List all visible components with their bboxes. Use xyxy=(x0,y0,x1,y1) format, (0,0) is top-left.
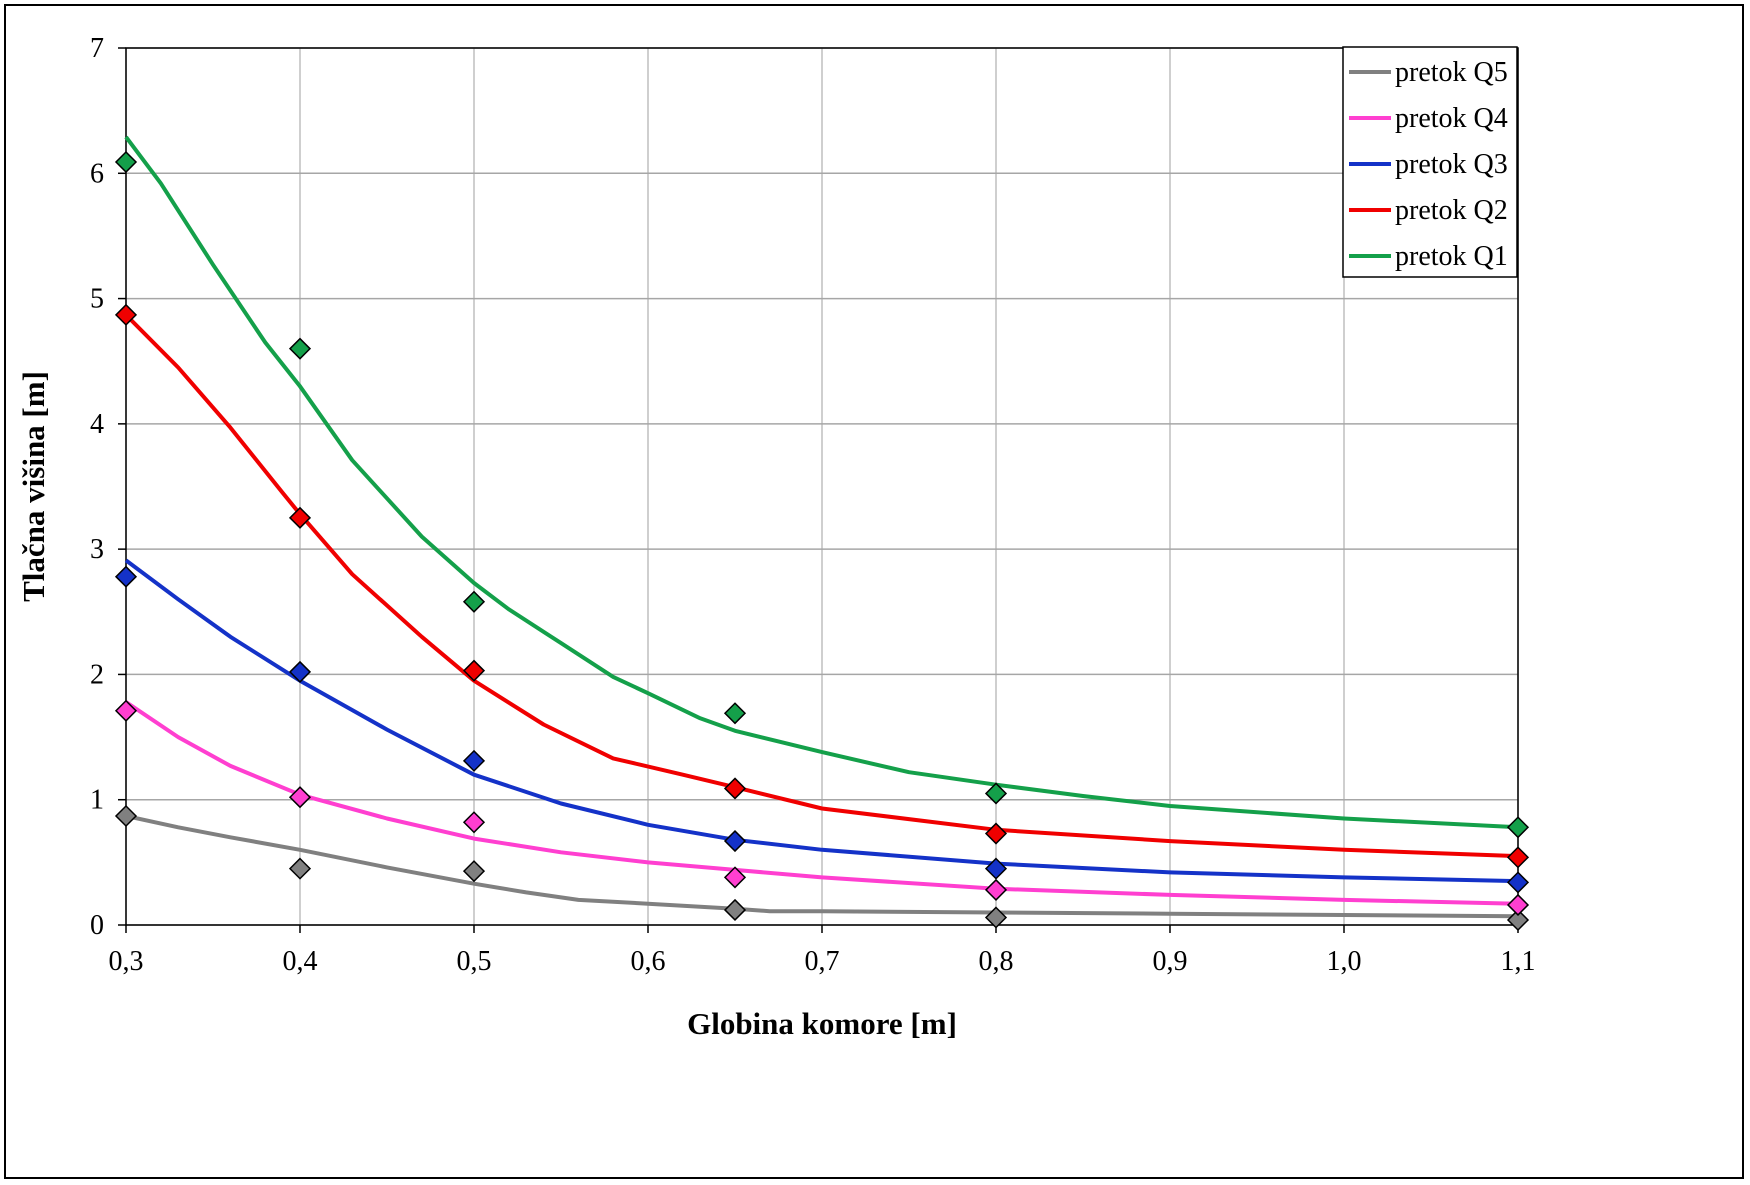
data-point-2 xyxy=(114,699,138,722)
data-point-2 xyxy=(723,866,747,889)
x-tick-label: 0,3 xyxy=(109,946,144,977)
data-point-1 xyxy=(462,860,486,883)
data-point-4 xyxy=(288,506,312,529)
legend-label: pretok Q4 xyxy=(1395,103,1508,134)
data-point-2 xyxy=(288,786,312,809)
y-tick-label: 2 xyxy=(90,659,104,690)
x-tick-label: 1,1 xyxy=(1501,946,1536,977)
data-point-1 xyxy=(288,857,312,880)
series-curves xyxy=(124,135,1519,919)
x-tick-label: 0,5 xyxy=(457,946,492,977)
x-tick-label: 0,8 xyxy=(979,946,1014,977)
x-tick-label: 0,9 xyxy=(1153,946,1188,977)
data-point-3 xyxy=(984,857,1008,880)
legend-label: pretok Q2 xyxy=(1395,195,1508,226)
x-tick-label: 0,4 xyxy=(283,946,318,977)
grid xyxy=(125,47,1519,926)
data-point-1 xyxy=(723,898,747,922)
y-tick-label: 5 xyxy=(90,284,104,315)
series-line-1 xyxy=(125,814,1519,919)
data-point-5 xyxy=(288,337,312,360)
data-point-1 xyxy=(984,906,1008,929)
legend: pretok Q5 pretok Q4 pretok Q3 pretok Q2 pret… xyxy=(1342,46,1518,278)
series-line-2 xyxy=(124,700,1519,906)
data-point-4 xyxy=(984,822,1008,845)
y-tick-label: 3 xyxy=(90,534,104,565)
legend-label: pretok Q5 xyxy=(1395,57,1508,88)
data-point-4 xyxy=(462,659,486,682)
y-tick-label: 0 xyxy=(90,910,104,941)
x-tick-label: 0,6 xyxy=(631,946,666,977)
series-line-3 xyxy=(124,558,1519,884)
data-point-1 xyxy=(114,804,138,828)
data-point-3 xyxy=(723,829,747,853)
y-tick-label: 4 xyxy=(90,409,104,440)
legend-label: pretok Q1 xyxy=(1395,241,1508,272)
data-point-4 xyxy=(1506,846,1530,869)
data-point-5 xyxy=(462,590,486,613)
x-tick-label: 0,7 xyxy=(805,946,840,977)
legend-label: pretok Q3 xyxy=(1395,149,1508,180)
axis-ticks: 0,3 0,4 0,5 0,6 0,7 0,8 0,9 1,0 1,1 0 1 2 3 4 5 6 7 xyxy=(90,33,1536,977)
y-tick-label: 7 xyxy=(90,33,104,64)
y-tick-label: 1 xyxy=(90,785,104,816)
x-axis-title: Globina komore [m] xyxy=(687,1006,957,1041)
data-point-5 xyxy=(1506,816,1530,839)
y-tick-label: 6 xyxy=(90,158,104,189)
data-point-5 xyxy=(984,782,1008,805)
data-point-4 xyxy=(114,303,138,326)
data-point-3 xyxy=(288,660,312,683)
data-point-2 xyxy=(984,878,1008,901)
series-line-4 xyxy=(124,313,1519,859)
data-point-3 xyxy=(114,565,138,588)
data-point-3 xyxy=(1506,871,1530,894)
data-point-2 xyxy=(462,811,486,834)
data-point-5 xyxy=(723,702,747,725)
x-tick-label: 1,0 xyxy=(1327,946,1362,977)
data-point-5 xyxy=(114,150,138,174)
data-markers xyxy=(114,150,1530,932)
y-axis-title: Tlačna višina [m] xyxy=(16,371,51,602)
data-point-4 xyxy=(723,777,747,800)
data-point-1 xyxy=(1506,908,1530,932)
data-point-3 xyxy=(462,749,486,772)
series-line-5 xyxy=(124,135,1519,830)
data-point-2 xyxy=(1506,893,1530,917)
